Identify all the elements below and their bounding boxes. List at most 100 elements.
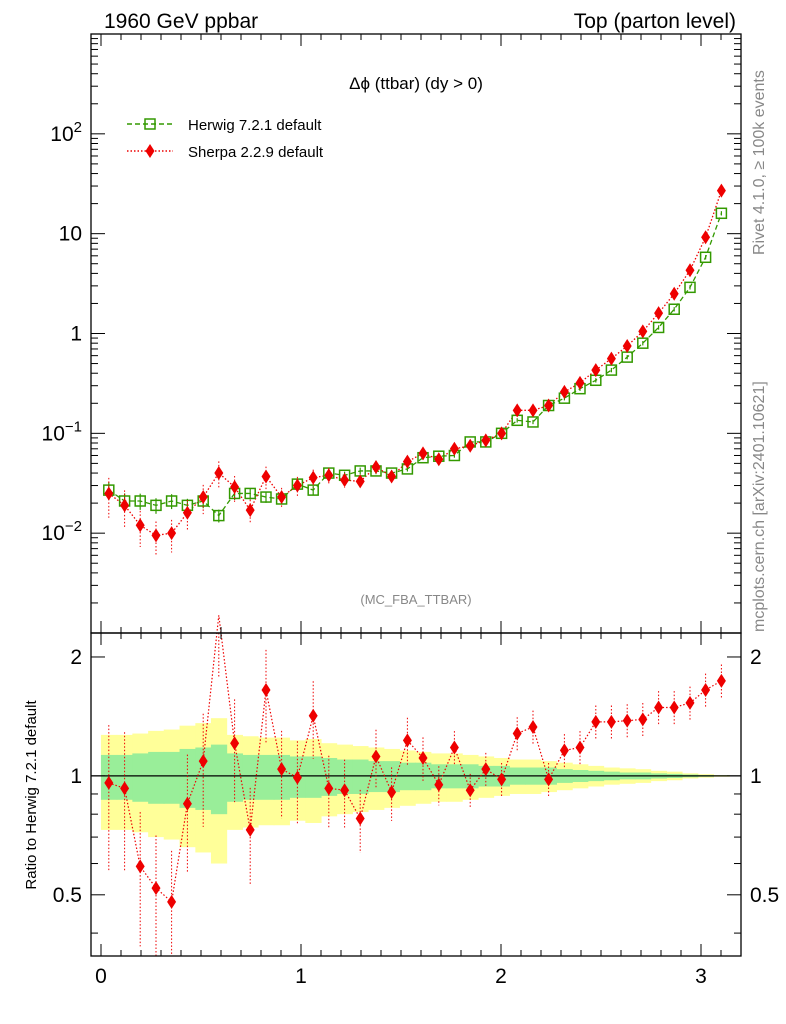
- ratio-sherpa-point: [308, 708, 318, 723]
- ratio-sherpa-point: [512, 726, 522, 741]
- sherpa-point: [685, 263, 695, 278]
- herwig-point: [684, 281, 696, 294]
- sherpa-point: [340, 473, 350, 488]
- ratio-sherpa-point: [575, 740, 585, 755]
- sherpa-point: [135, 518, 145, 533]
- main-panel: [103, 183, 728, 556]
- ratio-sherpa-point: [277, 762, 287, 777]
- sherpa-point: [669, 286, 679, 301]
- y-tick-label: 1: [70, 323, 82, 346]
- ratio-sherpa-point: [434, 777, 444, 792]
- herwig-point: [165, 495, 178, 507]
- ratio-sherpa-point: [135, 859, 145, 874]
- ratio-sherpa-point: [591, 714, 601, 729]
- rivet-version-label: Rivet 4.1.0, ≥ 100k events: [751, 70, 768, 255]
- ratio-sherpa-point: [654, 700, 664, 715]
- ratio-sherpa-point: [371, 749, 381, 764]
- ratio-sherpa-point: [261, 682, 271, 697]
- mcplots-label: mcplots.cern.ch [arXiv:2401.10621]: [751, 381, 768, 632]
- sherpa-point: [654, 306, 664, 321]
- uncertainty-band-green: [242, 754, 259, 800]
- sherpa-point: [261, 469, 271, 484]
- legend-sherpa-label: Sherpa 2.2.9 default: [188, 144, 324, 161]
- y-tick-label: 10−1: [42, 418, 82, 445]
- x-tick-label: 1: [295, 965, 307, 988]
- y-tick-label: 10−2: [42, 518, 82, 545]
- sherpa-point: [449, 441, 459, 456]
- sherpa-point: [230, 480, 240, 495]
- sherpa-point: [277, 490, 287, 505]
- ratio-y-tick-label-right: 1: [750, 765, 762, 788]
- herwig-point: [699, 251, 712, 264]
- uncertainty-band-green: [383, 761, 400, 793]
- sherpa-line: [108, 190, 723, 537]
- ratio-sherpa-point: [104, 775, 114, 790]
- ratio-panel: [91, 615, 741, 956]
- sherpa-point: [575, 375, 585, 390]
- uncertainty-band-green: [195, 747, 212, 810]
- herwig-point: [260, 491, 272, 503]
- legend-herwig-marker: [144, 118, 156, 130]
- ratio-sherpa-point: [481, 762, 491, 777]
- sherpa-point: [434, 452, 444, 467]
- sherpa-point: [544, 398, 554, 413]
- ratio-sherpa-point: [340, 783, 350, 798]
- ratio-sherpa-point: [387, 785, 397, 800]
- ratio-y-tick-label: 2: [70, 646, 82, 669]
- uncertainty-band-green: [258, 754, 275, 800]
- sherpa-point: [528, 403, 538, 418]
- ratio-y-tick-label: 1: [70, 765, 82, 788]
- header-right-label: Top (parton level): [574, 10, 736, 33]
- sherpa-point: [214, 466, 224, 481]
- sherpa-point: [559, 384, 569, 399]
- uncertainty-band-green: [336, 759, 353, 794]
- herwig-point: [150, 499, 162, 512]
- ratio-sherpa-point: [120, 781, 130, 796]
- sherpa-point: [324, 468, 334, 483]
- sherpa-point: [151, 528, 161, 543]
- x-tick-label: 0: [95, 965, 107, 988]
- ratio-sherpa-point: [497, 772, 507, 787]
- ratio-sherpa-point: [638, 712, 648, 727]
- sherpa-point: [716, 183, 726, 198]
- ratio-sherpa-point: [606, 714, 616, 729]
- uncertainty-band-green: [132, 753, 149, 802]
- ratio-sherpa-point: [355, 811, 365, 826]
- ratio-sherpa-point: [402, 733, 412, 748]
- ratio-sherpa-point: [465, 783, 475, 798]
- sherpa-point: [622, 338, 632, 353]
- herwig-line: [108, 213, 723, 517]
- ratio-sherpa-point: [622, 713, 632, 728]
- sherpa-point: [167, 526, 177, 541]
- ratio-sherpa-point: [151, 881, 161, 896]
- sherpa-point: [701, 230, 711, 245]
- plot-title: Δϕ (ttbar) (dy > 0): [349, 74, 483, 93]
- ratio-y-tick-label-right: 0.5: [750, 884, 779, 907]
- uncertainty-band-green: [179, 748, 196, 808]
- x-tick-label: 3: [695, 965, 707, 988]
- sherpa-point: [638, 324, 648, 339]
- uncertainty-band-green: [148, 751, 165, 804]
- sherpa-point: [387, 469, 397, 484]
- ratio-frame: [90, 632, 742, 957]
- herwig-point: [652, 321, 665, 334]
- uncertainty-band-green: [210, 744, 228, 815]
- herwig-point: [134, 495, 146, 507]
- analysis-watermark: (MC_FBA_TTBAR): [360, 592, 471, 607]
- ratio-sherpa-point: [701, 682, 711, 697]
- ratio-sherpa-point: [669, 700, 679, 715]
- herwig-point: [668, 303, 680, 315]
- legend: Herwig 7.2.1 default Sherpa 2.2.9 defaul…: [127, 117, 324, 161]
- sherpa-point: [355, 474, 365, 489]
- sherpa-point: [104, 486, 114, 501]
- sherpa-point: [308, 470, 318, 485]
- herwig-point: [244, 487, 256, 500]
- sherpa-point: [292, 478, 302, 493]
- ratio-sherpa-point: [544, 772, 554, 787]
- header-left-label: 1960 GeV ppbar: [104, 10, 258, 33]
- ratio-sherpa-point: [528, 719, 538, 734]
- sherpa-point: [402, 454, 412, 469]
- sherpa-point: [120, 498, 130, 513]
- sherpa-point: [198, 490, 208, 505]
